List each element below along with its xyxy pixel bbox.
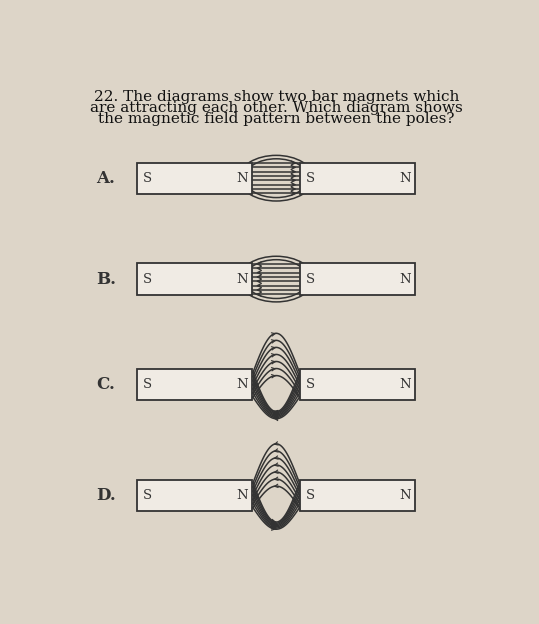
Bar xyxy=(300,480,415,511)
Text: 22. The diagrams show two bar magnets which: 22. The diagrams show two bar magnets wh… xyxy=(94,90,459,104)
Text: N: N xyxy=(399,273,411,286)
Text: S: S xyxy=(143,273,152,286)
Text: N: N xyxy=(399,489,411,502)
Bar xyxy=(137,480,252,511)
Text: S: S xyxy=(306,172,315,185)
Bar xyxy=(137,263,252,295)
Text: A.: A. xyxy=(96,170,115,187)
Text: N: N xyxy=(399,172,411,185)
Bar xyxy=(300,263,415,295)
Text: N: N xyxy=(236,172,248,185)
Bar xyxy=(300,163,415,194)
Text: D.: D. xyxy=(96,487,116,504)
Text: S: S xyxy=(143,378,152,391)
Text: N: N xyxy=(236,273,248,286)
Text: S: S xyxy=(143,489,152,502)
Text: S: S xyxy=(306,489,315,502)
Text: S: S xyxy=(143,172,152,185)
Bar xyxy=(137,369,252,401)
Text: N: N xyxy=(236,489,248,502)
Text: C.: C. xyxy=(96,376,115,393)
Text: S: S xyxy=(306,273,315,286)
Text: the magnetic field pattern between the poles?: the magnetic field pattern between the p… xyxy=(98,112,454,126)
Text: N: N xyxy=(236,378,248,391)
Text: are attracting each other. Which diagram shows: are attracting each other. Which diagram… xyxy=(90,101,462,115)
Bar xyxy=(300,369,415,401)
Text: N: N xyxy=(399,378,411,391)
Text: S: S xyxy=(306,378,315,391)
Text: B.: B. xyxy=(96,271,116,288)
Bar xyxy=(137,163,252,194)
